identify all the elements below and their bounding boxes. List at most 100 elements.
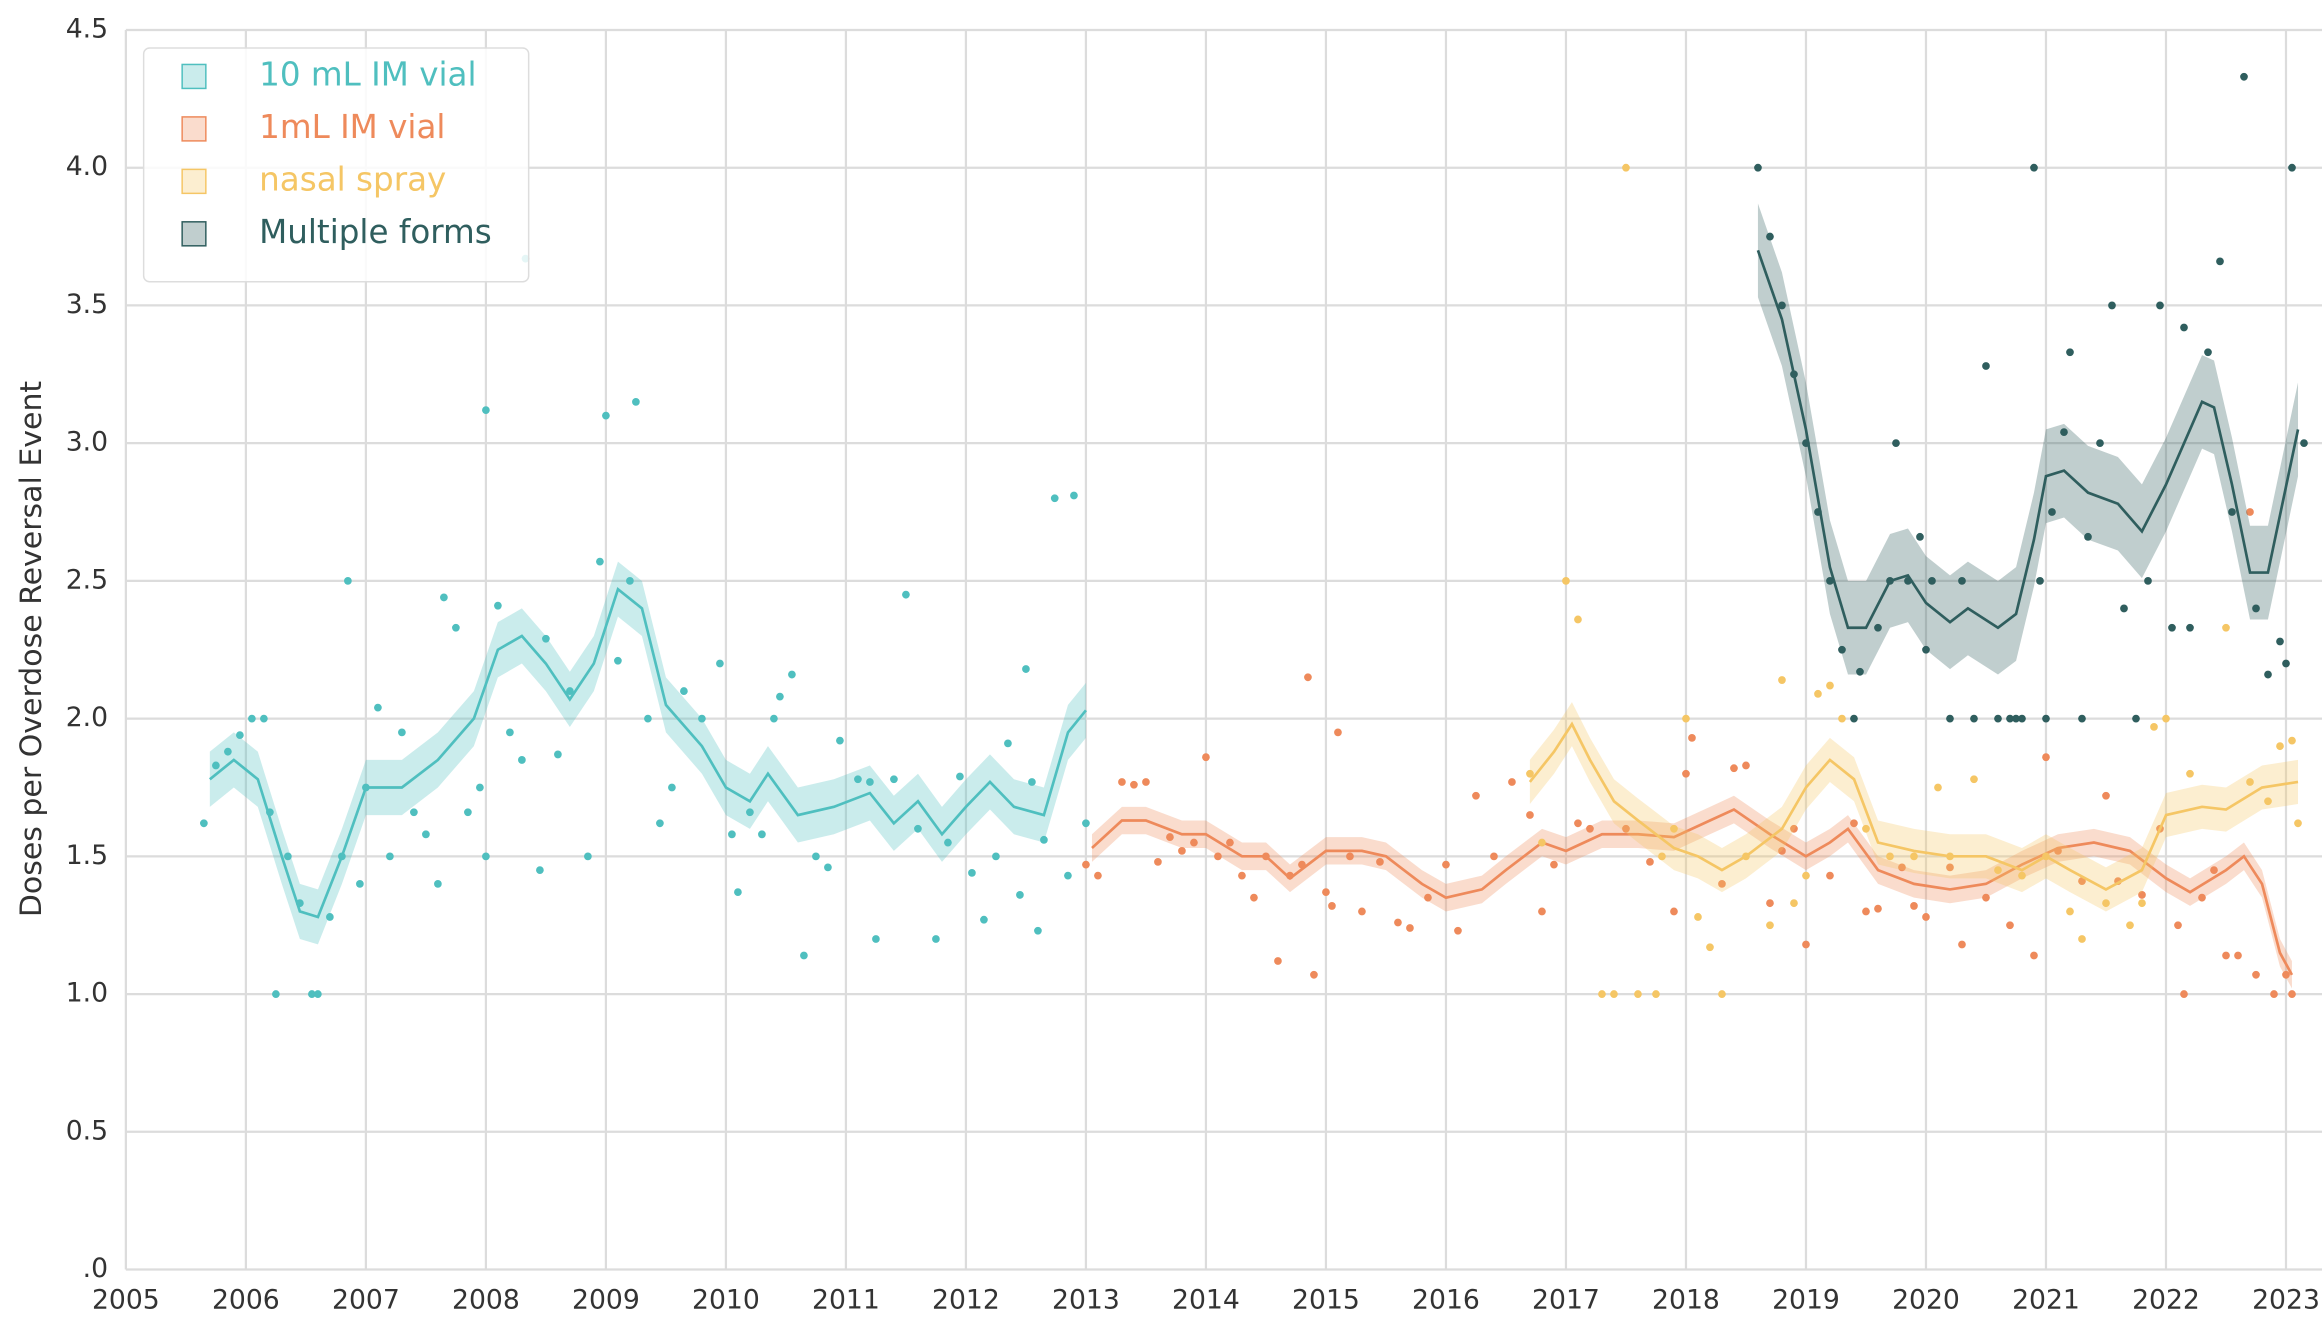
scatter-point [1886,576,1894,585]
x-tick-label: 2021 [2012,1284,2080,1315]
scatter-point [2180,323,2188,332]
scatter-point [2078,935,2086,943]
scatter-point [2168,623,2176,632]
legend-label: Multiple forms [259,213,492,251]
scatter-point [1550,860,1558,869]
scatter-point [1016,891,1024,899]
x-tick-label: 2019 [1772,1284,1840,1315]
scatter-point [494,601,502,610]
scatter-point [1424,893,1432,902]
scatter-point [536,866,544,875]
scatter-point [2096,439,2104,448]
scatter-point [716,659,724,668]
scatter-point [1946,863,1954,872]
scatter-point [2228,508,2236,516]
scatter-point [1508,778,1516,786]
scatter-point [1826,681,1834,690]
scatter-point [1190,838,1198,847]
legend-swatch [181,116,207,142]
scatter-point [554,750,562,759]
scatter-point [1958,576,1966,585]
scatter-point [2216,257,2224,266]
scatter-point [1922,913,1930,921]
scatter-point [1934,783,1942,792]
scatter-point [1928,576,1936,585]
scatter-point [2060,428,2068,437]
scatter-point [2018,714,2026,723]
scatter-point [854,775,862,784]
scatter-point [836,736,844,745]
scatter-point [1742,852,1750,861]
series [1526,163,2302,998]
scatter-point [1622,824,1630,833]
legend-swatch [181,221,207,247]
scatter-point [1682,714,1690,723]
scatter-point [1562,576,1570,585]
scatter-point [1652,990,1660,998]
scatter-point [1730,764,1738,773]
scatter-point [1070,491,1078,500]
scatter-point [1718,880,1726,888]
y-axis-label: Doses per Overdose Reversal Event [14,381,49,917]
scatter-point [1814,508,1822,516]
x-tick-label: 2007 [332,1284,400,1315]
series [1082,508,2296,998]
scatter-point [2222,623,2230,632]
x-tick-label: 2020 [1892,1284,1960,1315]
legend-swatch [181,168,207,195]
scatter-point [1538,838,1546,847]
scatter-point [464,808,472,817]
scatter-point [1118,778,1126,786]
scatter-point [2156,301,2164,310]
scatter-point [1472,791,1480,800]
y-tick-label: 2.5 [66,564,108,595]
scatter-point [680,687,688,695]
scatter-point [2030,951,2038,960]
scatter-point [2042,714,2050,723]
scatter-point [1856,667,1864,676]
scatter-point [1154,857,1162,866]
scatter-point [1826,871,1834,880]
scatter-point [596,557,604,566]
scatter-point [734,888,742,897]
scatter-point [1250,893,1258,902]
scatter-point [410,808,418,817]
y-tick-label: 3.5 [66,289,108,320]
scatter-point [272,990,280,998]
scatter-point [2276,742,2284,751]
scatter-point [1838,714,1846,723]
scatter-point [770,714,778,723]
scatter-point [1778,846,1786,855]
scatter-point [1622,163,1630,172]
scatter-point [482,406,490,415]
scatter-point [2042,852,2050,861]
scatter-point [1814,689,1822,698]
scatter-point [2204,348,2212,357]
scatter-point [1346,852,1354,861]
scatter-point [434,880,442,888]
x-tick-label: 2010 [692,1284,760,1315]
scatter-point [2084,532,2092,541]
scatter-point [2108,301,2116,310]
scatter-point [2144,576,2152,585]
smooth-line [1528,721,2299,891]
legend-label: 1mL IM vial [259,108,445,146]
scatter-point [2246,508,2254,516]
scatter-point [2186,769,2194,778]
scatter-point [2012,714,2020,723]
scatter-point [1790,370,1798,379]
scatter-point [1028,778,1036,786]
scatter-point [1682,769,1690,778]
x-tick-label: 2018 [1652,1284,1720,1315]
x-tick-label: 2014 [1172,1284,1240,1315]
scatter-point [1094,871,1102,880]
scatter-point [1598,990,1606,998]
scatter-point [314,990,322,998]
y-tick-label: 2.0 [66,702,108,733]
scatter-point [980,915,988,924]
scatter-point [266,808,274,817]
legend-swatch [181,63,207,90]
scatter-point [1862,824,1870,833]
scatter-point [1982,362,1990,370]
scatter-point [1238,871,1246,880]
